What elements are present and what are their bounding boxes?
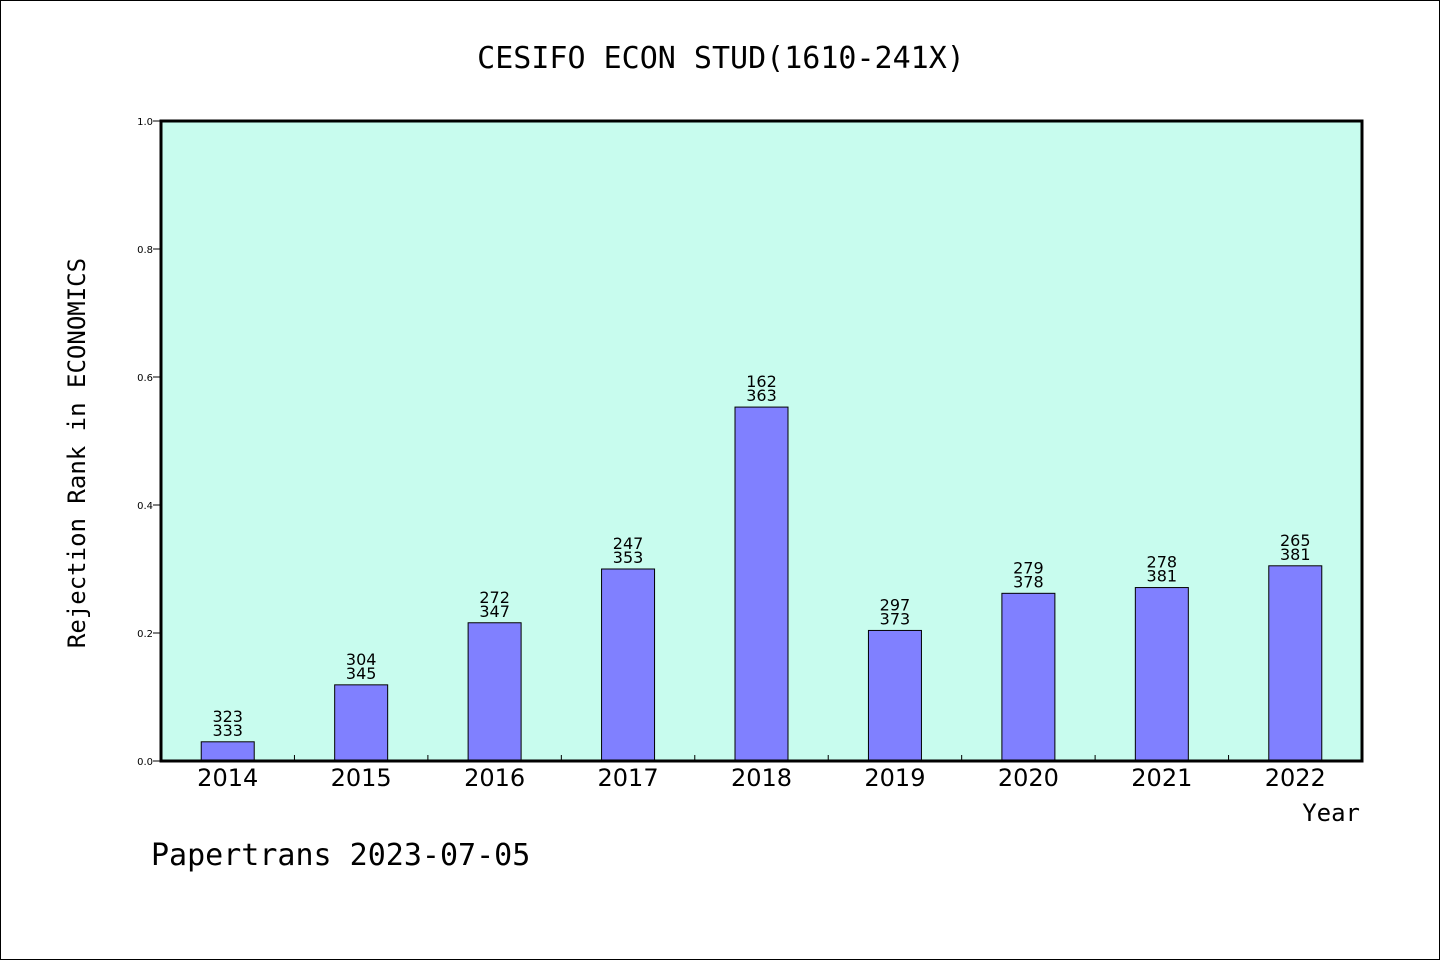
- x-tick-label: 2019: [864, 764, 925, 792]
- x-axis-ticks: 2014 2015 2016 2017 2018 2019 2020 2021 2022: [197, 755, 1326, 792]
- y-axis-label: Rejection Rank in ECONOMICS: [63, 258, 91, 648]
- bar-label-top: 272: [479, 588, 510, 607]
- y-tick-label: 0.2: [137, 629, 153, 640]
- x-tick-label: 2018: [731, 764, 792, 792]
- bar-label-top: 265: [1280, 531, 1311, 550]
- x-axis-label: Year: [1302, 799, 1360, 827]
- y-tick-label: 0.8: [137, 245, 153, 256]
- x-tick-label: 2015: [331, 764, 392, 792]
- bar-label-top: 304: [346, 650, 377, 669]
- bar-label-top: 297: [880, 595, 911, 614]
- chart-title: CESIFO ECON STUD(1610-241X): [477, 41, 965, 76]
- bar-label-bottom: 373: [880, 609, 911, 628]
- x-tick-label: 2020: [998, 764, 1059, 792]
- bar-label-bottom: 353: [613, 548, 644, 567]
- y-axis-ticks: 0.0 0.2 0.4 0.6 0.8 1.0: [137, 117, 161, 768]
- bar-label-top: 323: [212, 707, 243, 726]
- bar-2019: [867, 629, 922, 762]
- bar-label-top: 278: [1147, 553, 1178, 572]
- x-tick-label: 2014: [197, 764, 258, 792]
- bar-2020: [1001, 592, 1056, 762]
- bar-2014: [200, 741, 255, 762]
- y-tick-label: 0.0: [137, 757, 153, 768]
- plot-frame: [159, 119, 1364, 763]
- bar-label-bottom: 378: [1013, 572, 1044, 591]
- bar-2021: [1134, 587, 1189, 762]
- x-tick-label: 2017: [598, 764, 659, 792]
- bar-label-top: 247: [613, 534, 644, 553]
- x-tick-label: 2016: [464, 764, 525, 792]
- bar-label-bottom: 381: [1280, 545, 1311, 564]
- bar-2017: [601, 568, 656, 762]
- bar-label-bottom: 363: [746, 386, 777, 405]
- bar-2016: [467, 622, 522, 762]
- bars: [200, 406, 1323, 762]
- bar-label-bottom: 345: [346, 664, 377, 683]
- bar-2022: [1268, 565, 1323, 762]
- bar-label-bottom: 381: [1147, 567, 1178, 586]
- x-tick-label: 2021: [1131, 764, 1192, 792]
- footer-stamp: Papertrans 2023-07-05: [151, 838, 530, 873]
- bar-2018: [734, 406, 789, 762]
- bar-label-top: 162: [746, 372, 777, 391]
- y-tick-label: 1.0: [137, 117, 153, 128]
- bar-label-bottom: 347: [479, 602, 510, 621]
- bar-2015: [334, 684, 389, 762]
- x-tick-label: 2022: [1265, 764, 1326, 792]
- y-tick-label: 0.4: [137, 501, 153, 512]
- bar-label-bottom: 333: [212, 721, 243, 740]
- bar-label-top: 279: [1013, 558, 1044, 577]
- y-tick-label: 0.6: [137, 373, 153, 384]
- bar-labels: 3233333043452723472473531623632973732793…: [212, 372, 1310, 740]
